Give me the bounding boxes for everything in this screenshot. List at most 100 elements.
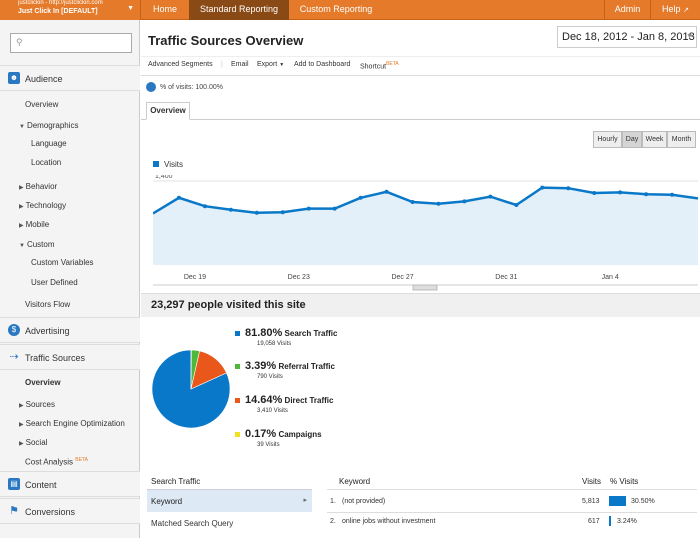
sidebar-item-cost-analysis[interactable]: Cost Analysis BETA: [25, 457, 88, 467]
add-to-dashboard-button[interactable]: Add to Dashboard: [294, 61, 351, 68]
row-pct: 3.24%: [617, 518, 637, 525]
sidebar-section-audience[interactable]: ☻ Audience: [0, 65, 140, 91]
keyword-link[interactable]: (not provided): [342, 498, 386, 505]
sidebar-item-location[interactable]: Location: [31, 158, 62, 167]
social-label: Social: [25, 438, 48, 447]
data-point: [488, 194, 493, 199]
account-url: justclickin - http://justclickin.com: [18, 0, 103, 6]
period-hourly-button[interactable]: Hourly: [593, 131, 622, 148]
visits-area: [153, 187, 698, 265]
nav-custom-reporting[interactable]: Custom Reporting: [299, 4, 373, 14]
sidebar-item-sources[interactable]: ▶ Sources: [19, 400, 55, 409]
data-point: [644, 192, 649, 197]
top-navigation-bar: justclickin - http://justclickin.com Jus…: [0, 0, 700, 20]
keyword-column-header[interactable]: Keyword: [339, 477, 371, 486]
sidebar-label-audience: Audience: [25, 74, 63, 84]
data-point: [592, 191, 597, 195]
date-range-value: Dec 18, 2012 - Jan 8, 2013: [562, 31, 695, 43]
shortcut-button[interactable]: ShortcutBETA: [360, 61, 399, 70]
export-button[interactable]: Export ▼: [257, 61, 284, 68]
row-number: 2.: [330, 518, 336, 525]
matched-search-query-link[interactable]: Matched Search Query: [151, 519, 234, 528]
sidebar-label-advertising: Advertising: [25, 326, 70, 336]
main-content: Traffic Sources Overview Dec 18, 2012 - …: [141, 20, 700, 538]
content-icon: ▤: [8, 478, 20, 490]
nav-standard-reporting[interactable]: Standard Reporting: [189, 0, 289, 20]
period-month-button[interactable]: Month: [667, 131, 696, 148]
data-point: [332, 206, 337, 211]
email-button[interactable]: Email: [231, 61, 249, 68]
data-point: [540, 185, 545, 190]
source-search: 81.80% Search Traffic 19,058 Visits: [235, 327, 337, 347]
nav-home[interactable]: Home: [152, 4, 177, 14]
report-toolbar: Advanced Segments | Email Export ▼ Add t…: [141, 56, 700, 76]
period-day-button[interactable]: Day: [622, 131, 642, 148]
chart-resize-handle: [412, 284, 438, 291]
data-point: [566, 186, 571, 191]
source-pct: 3.39%: [245, 360, 277, 372]
sidebar-section-advertising[interactable]: $ Advertising: [0, 317, 140, 343]
search-icon: ⚲: [16, 37, 23, 47]
sidebar-item-social[interactable]: ▶ Social: [19, 438, 47, 447]
data-point: [462, 199, 467, 204]
pie-slice-direct-traffic[interactable]: [190, 350, 227, 390]
legend-swatch: [153, 161, 159, 167]
pct-visits-column-header[interactable]: % Visits: [610, 477, 639, 486]
sidebar-item-user-defined[interactable]: User Defined: [31, 278, 78, 287]
chevron-down-icon: ▼: [686, 33, 693, 40]
segment-label: % of visits: 100.00%: [160, 83, 224, 91]
source-referral: 3.39% Referral Traffic 790 Visits: [235, 360, 335, 380]
sidebar-item-behavior[interactable]: ▶ Behavior: [19, 182, 57, 191]
x-tick-label: Dec 23: [288, 274, 310, 281]
source-visits: 39 Visits: [257, 442, 280, 448]
sidebar-section-conversions[interactable]: ⚑ Conversions: [0, 498, 140, 524]
sidebar-item-custom-variables[interactable]: Custom Variables: [31, 258, 94, 267]
triangle-right-icon: ▶: [19, 403, 24, 409]
sidebar-item-ts-overview[interactable]: Overview: [25, 378, 61, 387]
data-point: [436, 201, 441, 206]
nav-admin[interactable]: Admin: [604, 0, 650, 20]
date-range-picker[interactable]: Dec 18, 2012 - Jan 8, 2013 ▼: [557, 26, 697, 48]
visits-column-header[interactable]: Visits: [582, 477, 601, 486]
tab-divider: [141, 119, 700, 120]
sidebar-item-technology[interactable]: ▶ Technology: [19, 201, 66, 210]
sidebar-item-custom[interactable]: ▼ Custom: [19, 240, 55, 249]
beta-badge: BETA: [75, 457, 88, 463]
advanced-segments-button[interactable]: Advanced Segments: [148, 61, 213, 68]
legend-swatch: [235, 364, 240, 370]
seo-label: Search Engine Optimization: [25, 419, 125, 428]
nav-help[interactable]: Help ↗: [650, 0, 700, 20]
sidebar-item-mobile[interactable]: ▶ Mobile: [19, 220, 49, 229]
sidebar-item-visitors-flow[interactable]: Visitors Flow: [25, 300, 71, 309]
sidebar-item-language[interactable]: Language: [31, 139, 67, 148]
source-pct: 0.17%: [245, 428, 277, 440]
chevron-down-icon: ▼: [279, 62, 285, 68]
beta-badge: BETA: [386, 61, 399, 67]
divider: [327, 489, 697, 490]
triangle-right-icon: ▶: [19, 185, 24, 191]
account-selector[interactable]: justclickin - http://justclickin.com Jus…: [0, 0, 141, 20]
data-point: [410, 200, 415, 204]
search-input[interactable]: ⚲: [10, 33, 132, 53]
tab-overview[interactable]: Overview: [146, 102, 190, 120]
segment-indicator[interactable]: % of visits: 100.00%: [146, 82, 223, 92]
keyword-link[interactable]: online jobs without investment: [342, 518, 436, 525]
legend-swatch: [235, 432, 240, 438]
search-traffic-keyword[interactable]: Keyword ▸: [147, 489, 312, 512]
source-name: Direct Traffic: [284, 396, 334, 405]
sidebar-item-overview[interactable]: Overview: [25, 100, 59, 109]
mobile-label: Mobile: [25, 220, 50, 229]
period-week-button[interactable]: Week: [642, 131, 667, 148]
demographics-label: Demographics: [26, 121, 79, 130]
divider: [327, 512, 697, 513]
arrow-right-icon: ⇢: [9, 351, 19, 363]
sidebar-section-content[interactable]: ▤ Content: [0, 471, 140, 497]
export-label: Export: [257, 61, 278, 68]
sources-label: Sources: [25, 400, 55, 409]
sidebar-section-traffic-sources[interactable]: ⇢ Traffic Sources: [0, 344, 140, 370]
sidebar-item-demographics[interactable]: ▼ Demographics: [19, 121, 79, 130]
sidebar-item-seo[interactable]: ▶ Search Engine Optimization: [19, 419, 125, 428]
data-point: [306, 206, 311, 211]
triangle-down-icon: ▼: [19, 243, 25, 249]
